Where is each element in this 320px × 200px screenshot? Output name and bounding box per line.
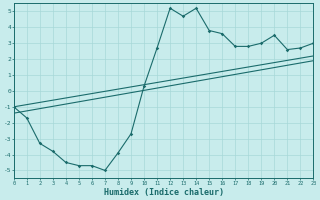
X-axis label: Humidex (Indice chaleur): Humidex (Indice chaleur)	[104, 188, 224, 197]
